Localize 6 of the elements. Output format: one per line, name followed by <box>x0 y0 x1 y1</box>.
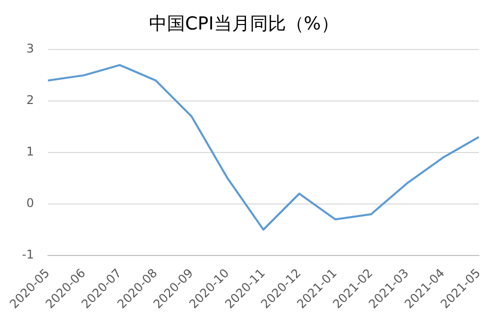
y-tick-label: 3 <box>26 42 34 56</box>
y-tick-label: 2 <box>26 93 34 108</box>
y-tick-label: -1 <box>22 247 34 262</box>
chart-title: 中国CPI当月同比（%） <box>149 13 339 34</box>
y-tick-label: 0 <box>26 196 34 210</box>
y-tick-label: 1 <box>26 144 34 159</box>
